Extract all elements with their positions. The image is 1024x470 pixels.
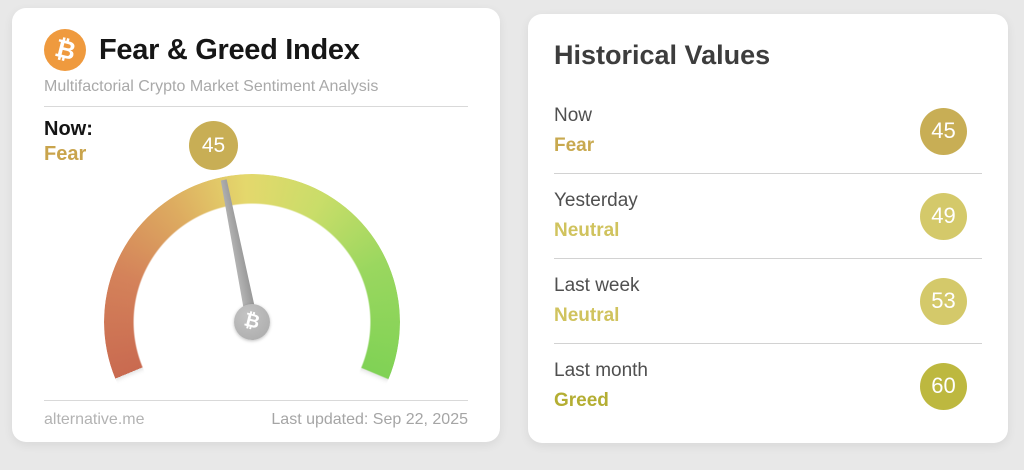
row-value-badge: 49 xyxy=(920,192,967,240)
row-value-badge: 53 xyxy=(920,277,967,325)
gauge-value-badge: 45 xyxy=(189,121,238,170)
row-classification: Neutral xyxy=(554,305,620,326)
row-value-badge: 45 xyxy=(920,107,967,155)
table-row: Last week Neutral 53 xyxy=(554,258,982,343)
gauge-card-header: ₿ Fear & Greed Index xyxy=(12,8,500,71)
divider xyxy=(44,106,468,107)
table-row: Yesterday Neutral 49 xyxy=(554,173,982,258)
historical-rows: Now Fear 45 Yesterday Neutral 49 Last we… xyxy=(554,89,982,428)
hub-bitcoin-glyph: ₿ xyxy=(242,309,263,334)
page-title: Fear & Greed Index xyxy=(99,33,360,66)
table-row: Last month Greed 60 xyxy=(554,343,982,428)
bitcoin-glyph: ₿ xyxy=(51,33,79,66)
row-classification: Neutral xyxy=(554,220,620,241)
gauge-hub-bitcoin-icon: ₿ xyxy=(234,304,270,340)
subtitle: Multifactorial Crypto Market Sentiment A… xyxy=(44,78,379,95)
row-period: Now xyxy=(554,105,593,126)
row-period: Last month xyxy=(554,360,648,381)
now-block: Now: Fear xyxy=(44,117,93,167)
last-updated-text: Last updated: Sep 22, 2025 xyxy=(271,411,468,428)
row-classification: Fear xyxy=(554,135,595,156)
now-label: Now: xyxy=(44,118,93,140)
row-period: Last week xyxy=(554,275,640,296)
footer-divider xyxy=(44,400,468,401)
historical-values-title: Historical Values xyxy=(554,40,771,70)
row-value-badge: 60 xyxy=(920,362,967,410)
bitcoin-icon: ₿ xyxy=(44,29,86,71)
row-classification: Greed xyxy=(554,390,609,411)
gauge-card-footer: alternative.me Last updated: Sep 22, 202… xyxy=(12,400,500,442)
table-row: Now Fear 45 xyxy=(554,89,982,173)
source-link[interactable]: alternative.me xyxy=(44,411,145,428)
fear-greed-card: ₿ Fear & Greed Index Multifactorial Cryp… xyxy=(12,8,500,470)
gauge-area: Now: Fear 45 ₿ xyxy=(12,107,500,470)
historical-values-card: Historical Values Now Fear 45 Yesterday … xyxy=(528,14,1008,443)
row-period: Yesterday xyxy=(554,190,638,211)
now-classification: Fear xyxy=(44,143,87,165)
